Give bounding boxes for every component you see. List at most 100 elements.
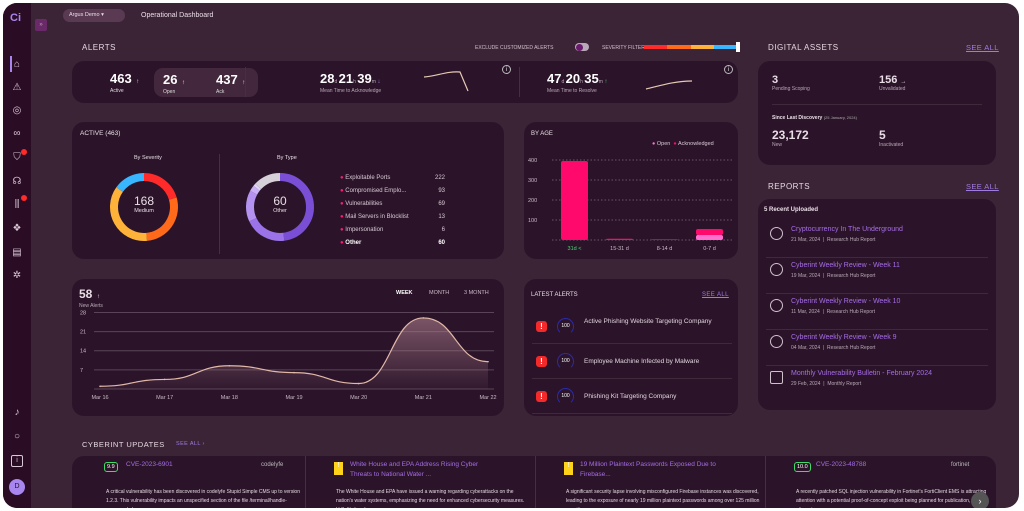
- by-severity-label: By Severity: [134, 155, 162, 161]
- latest-alert-item[interactable]: ! 100 Phishing Kit Targeting Company: [532, 379, 732, 414]
- latest-alert-item[interactable]: ! 100 Active Phishing Website Targeting Co…: [532, 309, 732, 344]
- active-title: ACTIVE (463): [80, 130, 121, 137]
- alerts-heading: ALERTS: [82, 43, 116, 52]
- donut-segment[interactable]: [255, 173, 281, 190]
- updates-panel: 9.9 CVE-2023-6901 codelyfe A critical vu…: [72, 456, 996, 508]
- report-item[interactable]: Cyberint Weekly Review - Week 10 11 Mar, …: [766, 294, 988, 330]
- analytics-icon[interactable]: ⫼: [14, 199, 20, 210]
- modules-icon[interactable]: ❖: [12, 223, 22, 234]
- type-legend-item[interactable]: ● Vulnerabilities 69: [340, 201, 445, 207]
- latest-alerts-panel: LATEST ALERTS SEE ALL ! 100 Active Phishin…: [524, 279, 738, 416]
- donut-segment[interactable]: [143, 173, 177, 201]
- sidebar: Ci » ⌂ ⚠ ◎ ∞ ⛉ ☊ ⫼ ❖ ▤ ✲ ♪ ○ i D: [3, 3, 47, 508]
- update-card[interactable]: ! 19 Million Plaintext Passwords Exposed…: [536, 456, 766, 508]
- home-icon[interactable]: ⌂: [13, 59, 21, 70]
- info-icon[interactable]: i: [724, 65, 733, 74]
- shield-icon[interactable]: ⛉: [13, 152, 21, 163]
- data-point[interactable]: [163, 378, 166, 381]
- donut-segment[interactable]: [116, 173, 145, 193]
- type-legend-item[interactable]: ● Other 60: [340, 240, 445, 246]
- donut-segment[interactable]: [253, 183, 262, 191]
- update-card[interactable]: 9.9 CVE-2023-6901 codelyfe A critical vu…: [76, 456, 306, 508]
- new-alerts-chart: 7 14 21 28 Mar 16 Mar 17 Mar 18 Mar 19 Mar 20 Mar…: [80, 310, 497, 401]
- y-tick-label: 200: [528, 198, 537, 204]
- report-item[interactable]: Monthly Vulnerability Bulletin - Februar…: [766, 366, 988, 402]
- range-week[interactable]: WEEK: [396, 290, 413, 296]
- bar-open[interactable]: [696, 235, 723, 240]
- report-item[interactable]: Cyberint Weekly Review - Week 9 04 Mar, 2…: [766, 330, 988, 366]
- x-tick-label: Mar 16: [91, 395, 108, 401]
- critical-alert-icon: !: [536, 356, 547, 367]
- settings-icon[interactable]: ✲: [12, 270, 22, 281]
- avatar[interactable]: D: [9, 479, 25, 495]
- severity-filter-slider[interactable]: [644, 45, 737, 49]
- type-legend-item[interactable]: ● Exploitable Ports 222: [340, 175, 445, 181]
- donut-segment[interactable]: [110, 187, 147, 241]
- active-count: 463 ↑ Active: [110, 71, 140, 94]
- next-arrow-button[interactable]: ›: [971, 492, 989, 508]
- data-point[interactable]: [357, 382, 360, 385]
- data-point[interactable]: [293, 371, 295, 374]
- profile-search-icon[interactable]: ☊: [12, 176, 22, 187]
- org-selector[interactable]: Argus Demo ▾: [63, 9, 125, 22]
- exclude-toggle[interactable]: [575, 43, 589, 51]
- data-point[interactable]: [228, 364, 231, 367]
- info-icon[interactable]: i: [11, 455, 23, 467]
- data-point[interactable]: [422, 317, 425, 319]
- critical-alert-icon: !: [536, 391, 547, 402]
- bell-icon[interactable]: ♪: [14, 407, 20, 418]
- open-ack-group[interactable]: 26 ↑ Open 437 ↑ Ack: [154, 68, 258, 97]
- type-legend-item[interactable]: ● Compromised Emplo... 93: [340, 188, 445, 194]
- bar-acknowledged[interactable]: [561, 161, 588, 240]
- bar-acknowledged[interactable]: [651, 239, 678, 240]
- updates-see-all[interactable]: SEE ALL ›: [176, 441, 205, 447]
- data-point[interactable]: [487, 360, 489, 363]
- exclude-label: EXCLUDE CUSTOMIZED ALERTS: [475, 45, 554, 51]
- donut-segment[interactable]: [146, 197, 178, 241]
- active-panel: ACTIVE (463) By Severity By Type 168 Medi…: [72, 122, 504, 259]
- reports-see-all[interactable]: SEE ALL: [966, 182, 999, 191]
- type-donut[interactable]: [244, 171, 316, 243]
- search-icon[interactable]: ○: [13, 431, 21, 442]
- type-legend-item[interactable]: ● Impersonation 6: [340, 227, 445, 233]
- building-icon[interactable]: ▤: [12, 247, 22, 258]
- latest-alert-item[interactable]: ! 100 Employee Machine Infected by Malware: [532, 344, 732, 379]
- y-tick-label: 7: [80, 368, 83, 374]
- alarm-icon[interactable]: ⚠: [12, 82, 22, 93]
- area-fill: [100, 317, 488, 389]
- type-legend: ● Exploitable Ports 222 ● Compromised Empl…: [340, 172, 445, 250]
- update-card[interactable]: 10.0 CVE-2023-48788 fortinet A recently …: [794, 461, 987, 508]
- type-legend-item[interactable]: ● Mail Servers in Blocklist 13: [340, 214, 445, 220]
- research-icon: [770, 263, 783, 276]
- calendar-icon: [770, 371, 783, 384]
- reports-panel: 5 Recent Uploaded Cryptocurrency In The …: [758, 199, 996, 410]
- severity-donut[interactable]: [108, 171, 180, 243]
- new-alerts-panel: 58 ↑ New Alerts WEEK MONTH 3 MONTH 7 14 21 2…: [72, 279, 504, 416]
- link-icon[interactable]: ∞: [13, 128, 21, 139]
- severity-filter-handle[interactable]: [736, 42, 740, 52]
- expand-sidebar-button[interactable]: »: [35, 19, 47, 31]
- report-item[interactable]: Cryptocurrency In The Underground 21 Mar,…: [766, 222, 988, 258]
- new-assets: 23,172 New: [772, 128, 809, 148]
- research-icon: [770, 227, 783, 240]
- bar-acknowledged[interactable]: [696, 229, 723, 235]
- data-point[interactable]: [99, 385, 101, 388]
- org-name: Argus Demo: [69, 12, 100, 18]
- digital-assets-see-all[interactable]: SEE ALL: [966, 43, 999, 52]
- donut-segment[interactable]: [249, 217, 285, 241]
- update-card[interactable]: ! White House and EPA Address Rising Cyb…: [306, 456, 536, 508]
- bar-acknowledged[interactable]: [606, 238, 633, 240]
- range-month[interactable]: MONTH: [429, 290, 450, 296]
- mttr-sparkline: [645, 80, 693, 90]
- latest-alerts-see-all[interactable]: SEE ALL: [702, 292, 729, 298]
- report-item[interactable]: Cyberint Weekly Review - Week 11 19 Mar, …: [766, 258, 988, 294]
- info-icon[interactable]: i: [502, 65, 511, 74]
- mtta-sparkline: [423, 71, 469, 92]
- donut-segment[interactable]: [250, 185, 260, 195]
- donut-segment[interactable]: [279, 173, 314, 241]
- cvss-badge: 10.0: [794, 462, 811, 472]
- x-tick-label: 0-7 d: [703, 246, 716, 252]
- compass-icon[interactable]: ◎: [12, 105, 22, 116]
- range-3month[interactable]: 3 MONTH: [464, 290, 489, 296]
- donut-segment[interactable]: [246, 190, 258, 222]
